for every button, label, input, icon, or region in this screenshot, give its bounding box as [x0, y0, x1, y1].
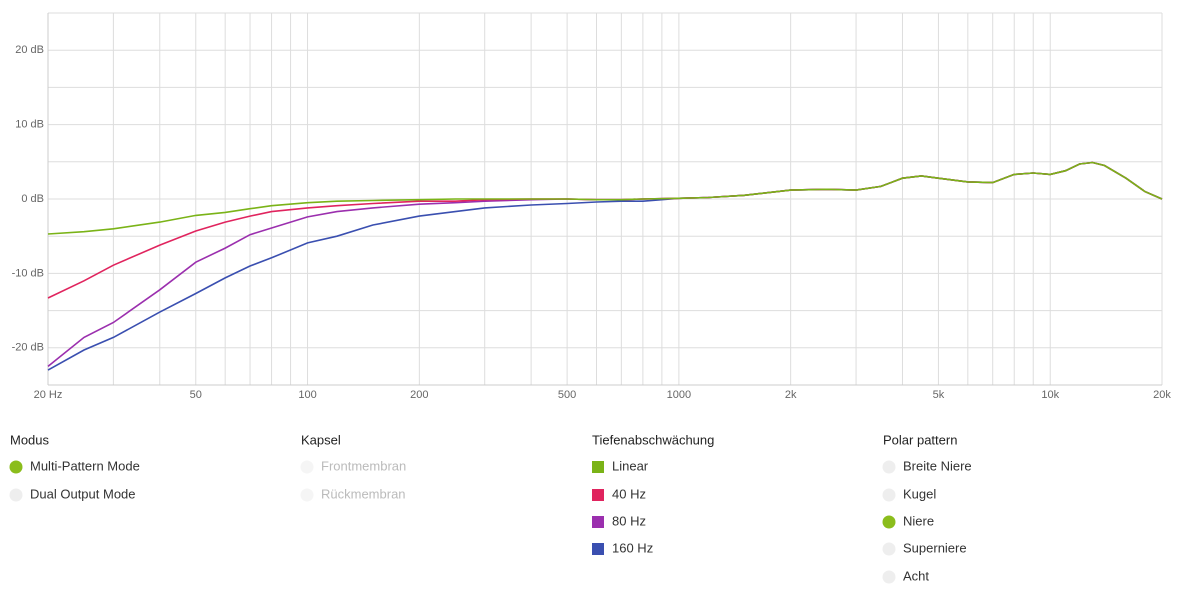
y-tick-label: -10 dB	[12, 267, 44, 279]
legend-label[interactable]: Linear	[612, 458, 649, 473]
group-title: Kapsel	[301, 432, 341, 447]
radio-label[interactable]: Dual Output Mode	[30, 486, 136, 501]
radio	[300, 488, 314, 502]
y-tick-label: 10 dB	[15, 119, 44, 131]
group-title: Polar pattern	[883, 432, 957, 447]
radio-label[interactable]: Breite Niere	[903, 458, 972, 473]
x-tick-label: 2k	[785, 389, 797, 401]
legend-label[interactable]: 40 Hz	[612, 486, 646, 501]
legend-swatch[interactable]	[592, 516, 604, 528]
x-tick-label: 20k	[1153, 389, 1171, 401]
legend-label[interactable]: 80 Hz	[612, 513, 646, 528]
x-tick-label: 1000	[667, 389, 691, 401]
x-tick-label: 20 Hz	[34, 389, 63, 401]
radio[interactable]	[882, 515, 896, 529]
x-tick-label: 10k	[1041, 389, 1059, 401]
legend-swatch[interactable]	[592, 543, 604, 555]
radio	[300, 460, 314, 474]
radio[interactable]	[882, 542, 896, 556]
series-line	[47, 161, 1163, 368]
radio[interactable]	[882, 570, 896, 584]
radio-label[interactable]: Multi-Pattern Mode	[30, 458, 140, 473]
x-tick-label: 100	[298, 389, 316, 401]
radio-label[interactable]: Superniere	[903, 540, 967, 555]
radio[interactable]	[9, 488, 23, 502]
x-tick-label: 5k	[933, 389, 945, 401]
y-tick-label: 0 dB	[21, 193, 44, 205]
radio-label[interactable]: Niere	[903, 513, 934, 528]
legend-label[interactable]: 160 Hz	[612, 540, 653, 555]
legend-swatch[interactable]	[592, 489, 604, 501]
x-tick-label: 500	[558, 389, 576, 401]
legend-swatch[interactable]	[592, 461, 604, 473]
radio[interactable]	[882, 460, 896, 474]
radio-label: Rückmembran	[321, 486, 406, 501]
radio-label[interactable]: Kugel	[903, 486, 936, 501]
y-tick-label: -20 dB	[12, 342, 44, 354]
radio[interactable]	[9, 460, 23, 474]
x-tick-label: 200	[410, 389, 428, 401]
series-line	[47, 161, 1163, 299]
y-tick-label: 20 dB	[15, 44, 44, 56]
group-title: Modus	[10, 432, 50, 447]
radio-label: Frontmembran	[321, 458, 406, 473]
legend-title: Tiefenabschwächung	[592, 432, 714, 447]
x-tick-label: 50	[190, 389, 202, 401]
radio-label[interactable]: Acht	[903, 568, 929, 583]
radio[interactable]	[882, 488, 896, 502]
series-line	[47, 161, 1163, 235]
series-line	[47, 161, 1163, 371]
